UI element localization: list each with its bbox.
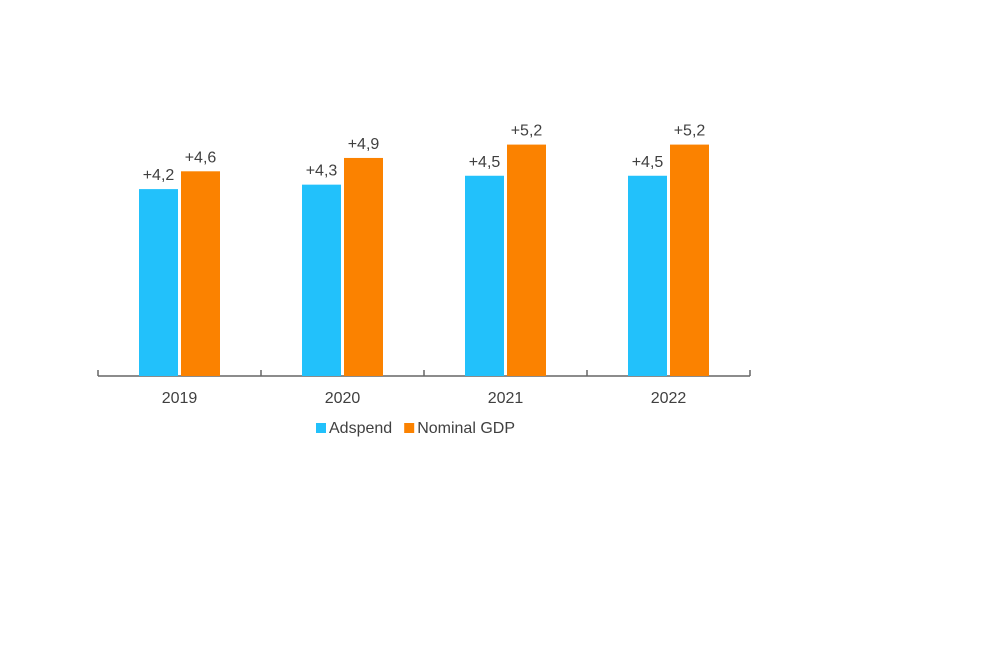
bar-nominal-gdp-2019 bbox=[181, 171, 220, 376]
data-label: +4,9 bbox=[348, 136, 380, 153]
data-label: +4,6 bbox=[185, 149, 217, 166]
bar-nominal-gdp-2021 bbox=[507, 144, 546, 376]
data-label: +4,3 bbox=[306, 163, 338, 180]
data-label: +4,2 bbox=[143, 167, 175, 184]
data-label: +5,2 bbox=[511, 123, 543, 140]
legend-label: Adspend bbox=[329, 420, 392, 437]
x-tick-label: 2022 bbox=[651, 390, 687, 407]
bar-adspend-2021 bbox=[465, 175, 504, 376]
bar-nominal-gdp-2022 bbox=[670, 144, 709, 376]
bar-nominal-gdp-2020 bbox=[344, 157, 383, 376]
x-tick-label: 2021 bbox=[488, 390, 524, 407]
legend-swatch bbox=[316, 423, 326, 433]
data-label: +4,5 bbox=[632, 154, 664, 171]
x-tick-label: 2020 bbox=[325, 390, 361, 407]
bar-adspend-2022 bbox=[628, 175, 667, 376]
data-label: +4,5 bbox=[469, 154, 501, 171]
x-tick-label: 2019 bbox=[162, 390, 198, 407]
legend-swatch bbox=[404, 423, 415, 433]
bar-adspend-2020 bbox=[302, 184, 341, 376]
data-label: +5,2 bbox=[674, 123, 706, 140]
bar-adspend-2019 bbox=[139, 189, 178, 376]
legend-label: Nominal GDP bbox=[417, 420, 515, 437]
